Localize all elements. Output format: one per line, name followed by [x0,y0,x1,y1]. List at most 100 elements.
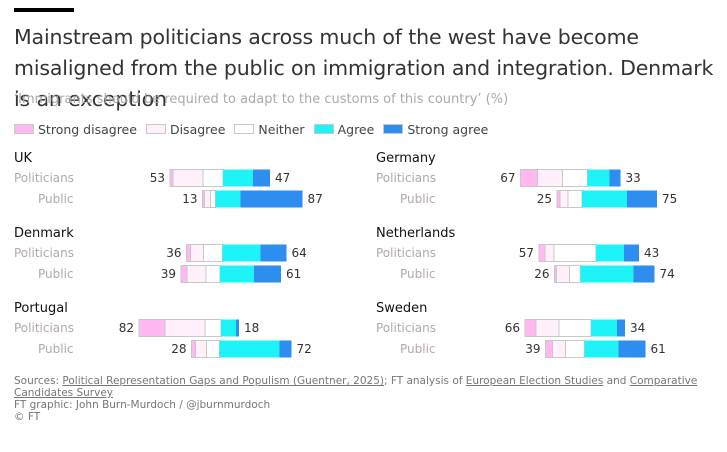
group-label: Public [400,192,436,206]
bar-segment [204,319,222,337]
agree-total-label: 75 [662,192,677,206]
group-label: Public [38,192,74,206]
bar-segment [190,244,204,262]
bar-segment [544,244,555,262]
disagree-total-label: 39 [525,342,540,356]
bar-segment [553,244,597,262]
legend-item-agree: Agree [313,122,374,137]
bar-segment [562,169,588,187]
footer: Sources: Political Representation Gaps a… [14,375,714,423]
agree-total-label: 72 [297,342,312,356]
bar-segment [596,244,624,262]
group-label: Politicians [376,246,436,260]
disagree-total-label: 25 [537,192,552,206]
bar-segment [195,340,207,358]
agree-total-label: 61 [651,342,666,356]
source-link-ees[interactable]: European Election Studies [465,375,604,387]
bar-segment [582,190,627,208]
bar-segment [215,190,241,208]
bar-segment [186,265,207,283]
bar-segment [260,244,287,262]
group-label: Politicians [376,321,436,335]
bar-segment [524,319,537,337]
copyright: © FT [14,411,41,423]
bar-segment [203,244,223,262]
country-label: Netherlands [376,226,455,241]
bar-segment [558,319,592,337]
group-label: Public [38,267,74,281]
group-label: Politicians [14,171,74,185]
disagree-total-label: 36 [166,246,181,260]
legend-label: Disagree [169,121,226,137]
bar-segment [520,169,538,187]
bar-segment [552,340,566,358]
agree-total-label: 33 [626,171,641,185]
bar-segment [567,190,583,208]
agree-total-label: 18 [244,321,259,335]
graphic-credit: FT graphic: John Burn-Murdoch / @jburnmu… [14,399,271,411]
legend-item-disagree: Disagree [145,121,226,137]
agree-total-label: 61 [286,267,301,281]
bar-segment [221,319,236,337]
bar-segment [627,190,657,208]
group-label: Public [400,342,436,356]
legend-label: Strong agree [407,121,489,137]
group-label: Politicians [14,321,74,335]
bar-segment [618,340,646,358]
group-label: Politicians [14,246,74,260]
bar-segment [584,340,619,358]
bar-segment [206,340,220,358]
disagree-total-label: 53 [150,171,165,185]
agree-total-label: 34 [630,321,645,335]
country-label: Germany [376,151,436,166]
source-link-ccs[interactable]: Comparative Candidates Survey [14,375,698,399]
disagree-total-label: 67 [500,171,515,185]
legend-item-strong-agree: Strong agree [383,122,488,137]
bar-segment [556,265,570,283]
country-label: Sweden [376,301,427,316]
header-accent-bar [14,8,74,12]
bar-segment [545,340,553,358]
disagree-total-label: 57 [519,246,534,260]
legend-label: Strong disagree [38,121,137,137]
source-link-guentner[interactable]: Political Representation Gaps and Populi… [62,375,384,387]
bar-segment [202,169,224,187]
disagree-total-label: 39 [161,267,176,281]
country-label: Portugal [14,301,68,316]
bar-segment [535,319,560,337]
bar-segment [254,265,281,283]
legend-item-neither: Neither [234,121,305,137]
bar-segment [559,190,569,208]
bar-segment [624,244,639,262]
bar-segment [591,319,617,337]
bar-segment [587,169,610,187]
bar-segment [191,340,196,358]
disagree-total-label: 66 [505,321,520,335]
legend-label: Neither [258,121,305,137]
bar-segment [205,265,221,283]
bar-segment [253,169,270,187]
bar-segment [538,244,546,262]
bar-segment [279,340,292,358]
disagree-total-label: 13 [182,192,197,206]
bar-segment [569,265,581,283]
bar-segment [565,340,585,358]
bar-segment [138,319,166,337]
disagree-total-label: 26 [534,267,549,281]
group-label: Public [400,267,436,281]
sources-note: Sources: Political Representation Gaps a… [14,375,698,399]
bar-segment [580,265,634,283]
legend-swatch [145,124,166,134]
bar-segment [222,244,261,262]
bar-segment [236,319,239,337]
disagree-total-label: 82 [119,321,134,335]
bar-segment [210,190,216,208]
bar-segment [609,169,621,187]
chart-subtitle: ‘Immigrants should be required to adapt … [14,92,509,107]
country-label: UK [14,151,33,166]
bar-segment [537,169,563,187]
bar-segment [164,319,206,337]
bar-segment [617,319,625,337]
chart-title: Mainstream politicians across much of th… [14,25,714,111]
bar-segment [219,340,280,358]
